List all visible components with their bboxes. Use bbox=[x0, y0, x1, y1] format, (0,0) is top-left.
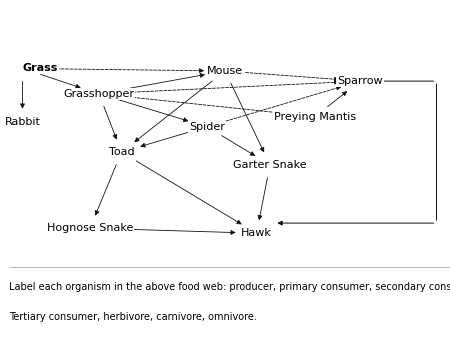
FancyArrowPatch shape bbox=[119, 96, 293, 116]
Text: Tertiary consumer, herbivore, carnivore, omnivore.: Tertiary consumer, herbivore, carnivore,… bbox=[9, 312, 257, 322]
FancyArrowPatch shape bbox=[21, 81, 24, 108]
Text: Sparrow: Sparrow bbox=[337, 76, 383, 86]
Text: Grass: Grass bbox=[22, 64, 58, 73]
Text: Hawk: Hawk bbox=[241, 228, 272, 238]
Text: Spider: Spider bbox=[189, 122, 225, 132]
FancyArrowPatch shape bbox=[120, 80, 338, 93]
FancyArrowPatch shape bbox=[258, 177, 267, 219]
FancyArrowPatch shape bbox=[136, 161, 241, 224]
FancyArrowPatch shape bbox=[117, 99, 188, 122]
FancyArrowPatch shape bbox=[225, 86, 341, 121]
Text: Grasshopper: Grasshopper bbox=[63, 89, 135, 99]
FancyArrowPatch shape bbox=[95, 165, 117, 215]
FancyArrowPatch shape bbox=[43, 69, 203, 73]
Text: Hognose Snake: Hognose Snake bbox=[47, 223, 133, 233]
FancyArrowPatch shape bbox=[141, 132, 189, 147]
FancyArrowPatch shape bbox=[119, 74, 204, 90]
FancyArrowPatch shape bbox=[135, 81, 212, 142]
Text: Preying Mantis: Preying Mantis bbox=[274, 112, 356, 122]
Text: Toad: Toad bbox=[109, 147, 134, 157]
Text: Label each organism in the above food web: producer, primary consumer, secondary: Label each organism in the above food we… bbox=[9, 282, 450, 292]
Text: Garter Snake: Garter Snake bbox=[233, 160, 307, 170]
FancyArrowPatch shape bbox=[231, 83, 264, 152]
FancyArrowPatch shape bbox=[104, 106, 117, 139]
Text: Mouse: Mouse bbox=[207, 66, 243, 76]
FancyArrowPatch shape bbox=[111, 229, 235, 234]
FancyArrowPatch shape bbox=[246, 73, 338, 81]
FancyArrowPatch shape bbox=[222, 136, 255, 155]
FancyArrowPatch shape bbox=[328, 92, 346, 106]
FancyArrowPatch shape bbox=[40, 74, 80, 88]
Text: Rabbit: Rabbit bbox=[4, 117, 40, 127]
